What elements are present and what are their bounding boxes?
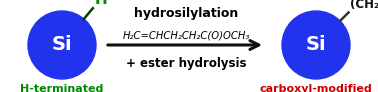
Ellipse shape: [282, 11, 350, 79]
Text: + ester hydrolysis: + ester hydrolysis: [126, 58, 246, 70]
Text: Si: Si: [52, 36, 72, 54]
Text: hydrosilylation: hydrosilylation: [134, 7, 238, 20]
Text: carboxyl-modified: carboxyl-modified: [260, 84, 372, 92]
Text: H: H: [94, 0, 107, 7]
Text: H₂C=CHCH₂CH₂C(O)OCH₃: H₂C=CHCH₂CH₂C(O)OCH₃: [122, 31, 250, 41]
Text: Si: Si: [306, 36, 326, 54]
Text: H-terminated: H-terminated: [20, 84, 104, 92]
Ellipse shape: [28, 11, 96, 79]
Text: (CH₂)₄: (CH₂)₄: [350, 0, 378, 12]
